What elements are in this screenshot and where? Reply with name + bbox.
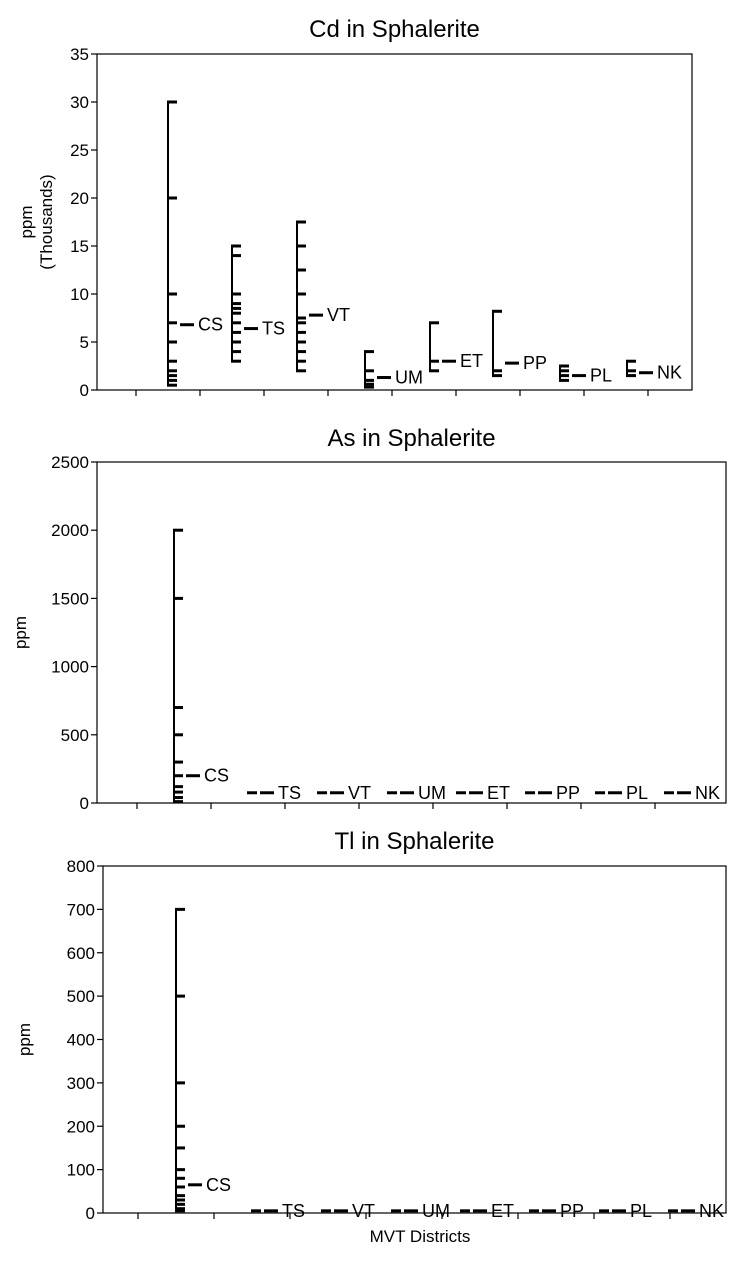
district-cs: CS: [173, 528, 229, 804]
plot-frame: [96, 461, 727, 804]
district-vt: VT: [317, 783, 371, 803]
district-label: UM: [418, 783, 446, 803]
chart-title: Cd in Sphalerite: [309, 16, 480, 43]
y-tick-label: 600: [67, 944, 95, 963]
chart-panel-2: As in Sphalerite 0 500 1000 1500 2000 2500 ppm C…: [11, 425, 727, 813]
district-label: PL: [590, 366, 612, 386]
district-label: TS: [282, 1201, 305, 1221]
district-label: PL: [630, 1201, 652, 1221]
y-tick-label: 0: [80, 381, 89, 400]
y-axis-label: ppm: [11, 616, 30, 649]
district-label: NK: [695, 783, 720, 803]
y-tick-label: 1500: [51, 589, 89, 608]
y-tick-label: 10: [70, 285, 89, 304]
district-label: CS: [204, 766, 229, 786]
district-label: CS: [198, 315, 223, 335]
plot-frame: [102, 865, 727, 1214]
district-pl: PL: [595, 783, 648, 803]
y-tick-label: 25: [70, 141, 89, 160]
y-tick-label: 300: [67, 1074, 95, 1093]
district-cs: CS: [175, 907, 231, 1213]
y-tick-label: 800: [67, 857, 95, 876]
y-tick-label: 500: [67, 987, 95, 1006]
y-tick-label: 35: [70, 45, 89, 64]
chart-title: Tl in Sphalerite: [334, 828, 494, 855]
district-pl: PL: [559, 364, 612, 386]
district-nk: NK: [664, 783, 720, 803]
district-label: CS: [206, 1175, 231, 1195]
y-axis-label: (Thousands): [37, 174, 56, 269]
district-ts: TS: [247, 783, 301, 803]
plot-frame: [96, 53, 693, 391]
y-tick-label: 5: [80, 333, 89, 352]
y-tick-label: 100: [67, 1161, 95, 1180]
y-tick-label: 0: [86, 1204, 95, 1223]
district-pp: PP: [529, 1201, 584, 1221]
district-label: ET: [460, 351, 483, 371]
district-et: ET: [456, 783, 510, 803]
y-tick-label: 15: [70, 237, 89, 256]
district-nk: NK: [626, 359, 682, 383]
district-label: PP: [560, 1201, 584, 1221]
y-tick-label: 1000: [51, 658, 89, 677]
chart-panel-1: Cd in Sphalerite 0 5 10 15 20 25 30 35 ppm (Thousa…: [17, 16, 693, 400]
district-vt: VT: [296, 220, 350, 373]
district-cs: CS: [167, 100, 223, 387]
y-axis-label: ppm: [15, 1023, 34, 1056]
y-tick-label: 2000: [51, 521, 89, 540]
district-label: PP: [523, 353, 547, 373]
district-et: ET: [460, 1201, 514, 1221]
x-axis-label: MVT Districts: [370, 1227, 471, 1246]
district-ts: TS: [251, 1201, 305, 1221]
district-et: ET: [429, 321, 483, 373]
district-pp: PP: [492, 309, 547, 378]
district-label: VT: [327, 305, 350, 325]
district-label: ET: [487, 783, 510, 803]
district-ts: TS: [231, 244, 285, 363]
district-pl: PL: [599, 1201, 652, 1221]
district-label: TS: [262, 319, 285, 339]
chart-title: As in Sphalerite: [327, 425, 495, 452]
district-nk: NK: [668, 1201, 724, 1221]
district-um: UM: [387, 783, 446, 803]
district-label: PP: [556, 783, 580, 803]
y-tick-label: 20: [70, 189, 89, 208]
y-axis-label: ppm: [17, 205, 36, 238]
district-label: PL: [626, 783, 648, 803]
district-label: NK: [657, 363, 682, 383]
district-um: UM: [391, 1201, 450, 1221]
y-tick-label: 500: [61, 726, 89, 745]
district-pp: PP: [525, 783, 580, 803]
district-label: TS: [278, 783, 301, 803]
district-label: NK: [699, 1201, 724, 1221]
chart-panel-3: Tl in Sphalerite 0 100 200 300 400 500 600 700 80…: [15, 828, 727, 1223]
district-label: ET: [491, 1201, 514, 1221]
district-label: VT: [348, 783, 371, 803]
y-tick-label: 0: [80, 794, 89, 813]
y-tick-label: 30: [70, 93, 89, 112]
district-label: VT: [352, 1201, 375, 1221]
district-label: UM: [422, 1201, 450, 1221]
district-vt: VT: [321, 1201, 375, 1221]
y-tick-label: 200: [67, 1117, 95, 1136]
y-tick-label: 400: [67, 1031, 95, 1050]
y-tick-label: 700: [67, 900, 95, 919]
y-tick-label: 2500: [51, 453, 89, 472]
district-um: UM: [364, 350, 423, 389]
district-label: UM: [395, 368, 423, 388]
